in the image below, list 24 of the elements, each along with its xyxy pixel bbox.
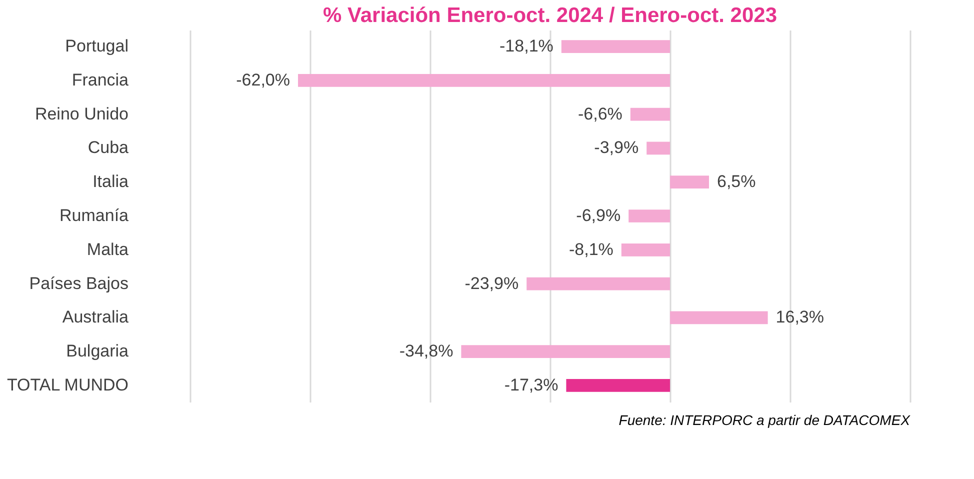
y-tick-label: Cuba: [88, 138, 130, 158]
data-label: -6,9%: [576, 206, 621, 225]
data-label: -17,3%: [504, 375, 558, 394]
data-label: 6,5%: [717, 172, 756, 192]
chart-title: % Variación Enero-oct. 2024 / Enero-oct. 2023: [322, 4, 778, 27]
data-label: -6,6%: [578, 104, 622, 124]
data-label: -62,0%: [236, 70, 290, 90]
y-tick-label: Reino Unido: [34, 104, 128, 124]
data-label: -3,9%: [594, 138, 639, 158]
data-label: -18,1%: [500, 36, 554, 56]
y-tick-label: TOTAL MUNDO: [6, 375, 128, 394]
y-tick-label: Francia: [72, 70, 130, 90]
y-tick-label: Malta: [86, 240, 130, 259]
y-tick-label: Bulgaria: [66, 342, 130, 361]
y-tick-label: Países Bajos: [29, 274, 128, 293]
y-tick-label: Portugal: [65, 36, 128, 56]
y-tick-label: Australia: [62, 308, 130, 327]
source-note: Fuente: INTERPORC a partir de DATACOMEX: [618, 412, 911, 428]
data-label: 16,3%: [776, 308, 824, 327]
data-label: -8,1%: [568, 240, 614, 259]
data-label: -23,9%: [464, 274, 519, 293]
y-tick-label: Rumanía: [60, 206, 130, 225]
data-label: -34,8%: [399, 342, 454, 361]
y-tick-label: Italia: [92, 172, 130, 192]
